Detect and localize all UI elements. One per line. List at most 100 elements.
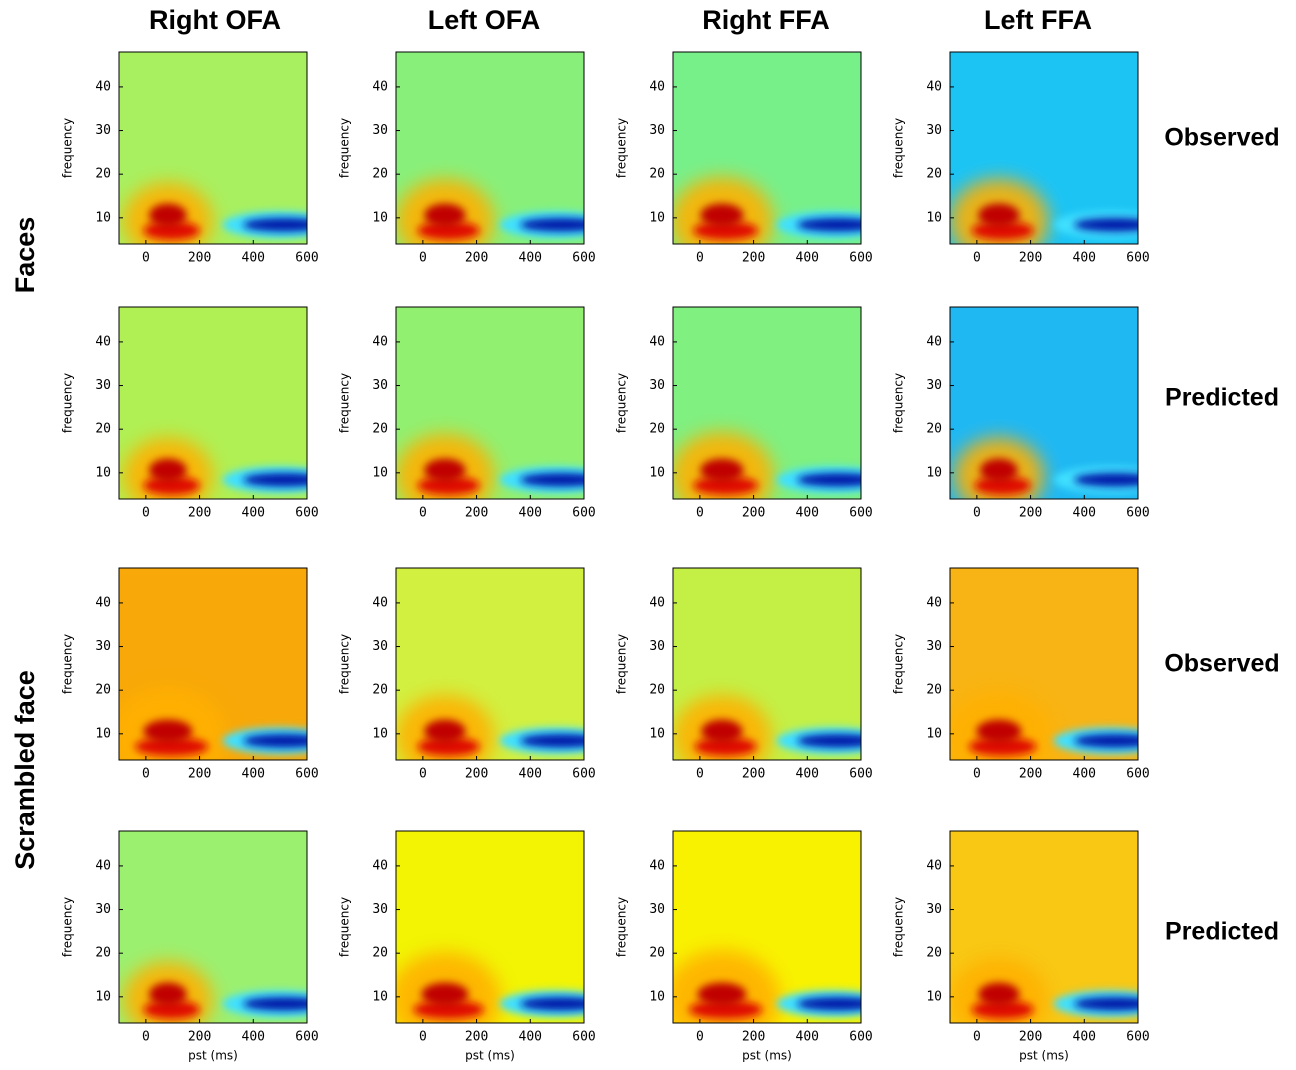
heatmap-shade	[149, 203, 187, 227]
y-tick-label: 10	[372, 726, 388, 741]
x-axis-label: pst (ms)	[742, 1049, 792, 1063]
x-tick-label: 600	[1126, 251, 1149, 266]
x-tick-label: 200	[465, 1030, 488, 1045]
heatmap-shade	[978, 982, 1020, 1006]
heatmap-image	[396, 831, 584, 1023]
x-tick-label: 0	[142, 506, 150, 521]
y-axis-label: frequency	[338, 634, 352, 694]
y-axis-label: frequency	[61, 373, 75, 433]
heatmap-shade	[1074, 997, 1138, 1011]
y-tick-label: 30	[926, 639, 942, 654]
plot-frame	[672, 306, 862, 500]
x-tick-label: 200	[1019, 251, 1042, 266]
plot-frame	[118, 567, 308, 761]
x-tick-label: 200	[742, 767, 765, 782]
x-tick-label: 600	[295, 251, 318, 266]
x-tick-label: 400	[796, 1030, 819, 1045]
y-tick-label: 40	[95, 79, 111, 94]
heatmap-shade	[143, 475, 200, 496]
y-tick-label: 40	[926, 334, 942, 349]
y-tick-label: 10	[649, 465, 665, 480]
heatmap-shade	[417, 475, 480, 496]
y-tick-label: 10	[95, 989, 111, 1004]
heatmap-shade	[520, 218, 584, 232]
x-axis-label: pst (ms)	[465, 1049, 515, 1063]
y-tick-label: 20	[95, 683, 111, 698]
y-tick-label: 40	[95, 858, 111, 873]
y-tick-label: 30	[372, 902, 388, 917]
heatmap-shade	[968, 736, 1037, 757]
y-tick-label: 20	[649, 946, 665, 961]
y-tick-label: 20	[649, 167, 665, 182]
y-tick-label: 30	[372, 378, 388, 393]
heatmap-shade	[143, 220, 200, 241]
heatmap-panel: 0 200 400 600 10 20 30 40 frequency	[338, 51, 596, 266]
plot-frame	[118, 51, 308, 245]
y-axis-label: frequency	[338, 897, 352, 957]
heatmap-panel: 0 200 400 600 10 20 30 40 frequency pst (ms)	[61, 830, 319, 1063]
heatmap-shade	[149, 982, 187, 1006]
y-tick-label: 10	[926, 465, 942, 480]
heatmap-shade	[243, 218, 307, 232]
y-tick-label: 10	[95, 210, 111, 225]
x-tick-label: 600	[295, 506, 318, 521]
x-tick-label: 400	[519, 1030, 542, 1045]
x-tick-label: 0	[696, 251, 704, 266]
x-tick-label: 600	[1126, 506, 1149, 521]
y-axis-label: frequency	[338, 373, 352, 433]
heatmap-image	[673, 52, 861, 244]
x-tick-label: 0	[696, 506, 704, 521]
y-tick-label: 40	[95, 334, 111, 349]
heatmap-panel: 0 200 400 600 10 20 30 40 frequency pst (ms)	[615, 830, 873, 1063]
column-title: Right OFA	[149, 5, 281, 35]
heatmap-shade	[700, 458, 744, 482]
heatmap-shade	[143, 999, 200, 1020]
heatmap-shade	[520, 473, 584, 487]
heatmap-shade	[1074, 473, 1138, 487]
y-tick-label: 40	[926, 79, 942, 94]
y-tick-label: 10	[95, 726, 111, 741]
y-axis-label: frequency	[338, 118, 352, 178]
heatmap-panel: 0 200 400 600 10 20 30 40 frequency	[61, 51, 319, 266]
heatmap-image	[673, 307, 861, 499]
x-tick-label: 200	[742, 251, 765, 266]
heatmap-image	[119, 568, 307, 760]
heatmap-shade	[694, 736, 757, 757]
row-group-label: Faces	[10, 217, 40, 294]
x-tick-label: 400	[519, 506, 542, 521]
y-tick-label: 30	[926, 123, 942, 138]
y-axis-label: frequency	[892, 373, 906, 433]
row-label: Observed	[1164, 650, 1279, 678]
y-axis-label: frequency	[892, 897, 906, 957]
heatmap-panel: 0 200 400 600 10 20 30 40 frequency	[338, 567, 596, 782]
x-tick-label: 0	[419, 767, 427, 782]
x-tick-label: 400	[796, 251, 819, 266]
y-axis-label: frequency	[892, 118, 906, 178]
x-tick-label: 400	[242, 506, 265, 521]
plot-frame	[395, 567, 585, 761]
plot-frame	[949, 830, 1139, 1024]
x-tick-label: 600	[849, 767, 872, 782]
y-tick-label: 30	[95, 639, 111, 654]
y-tick-label: 10	[95, 465, 111, 480]
x-tick-label: 600	[849, 251, 872, 266]
heatmap-shade	[1074, 734, 1138, 748]
heatmap-shade	[974, 475, 1031, 496]
x-tick-label: 600	[849, 506, 872, 521]
x-tick-label: 0	[142, 767, 150, 782]
plot-frame	[949, 306, 1139, 500]
x-tick-label: 0	[142, 1030, 150, 1045]
x-tick-label: 600	[849, 1030, 872, 1045]
x-axis-label: pst (ms)	[188, 1049, 238, 1063]
y-tick-label: 20	[372, 946, 388, 961]
heatmap-panel: 0 200 400 600 10 20 30 40 frequency	[615, 567, 873, 782]
y-tick-label: 30	[372, 639, 388, 654]
y-tick-label: 20	[95, 422, 111, 437]
heatmap-panel: 0 200 400 600 10 20 30 40 frequency	[615, 306, 873, 521]
x-tick-label: 0	[419, 251, 427, 266]
heatmap-shade	[797, 218, 861, 232]
y-tick-label: 30	[649, 378, 665, 393]
heatmap-panel: 0 200 400 600 10 20 30 40 frequency pst (ms)	[338, 830, 596, 1063]
heatmap-shade	[243, 473, 307, 487]
x-tick-label: 400	[1073, 251, 1096, 266]
